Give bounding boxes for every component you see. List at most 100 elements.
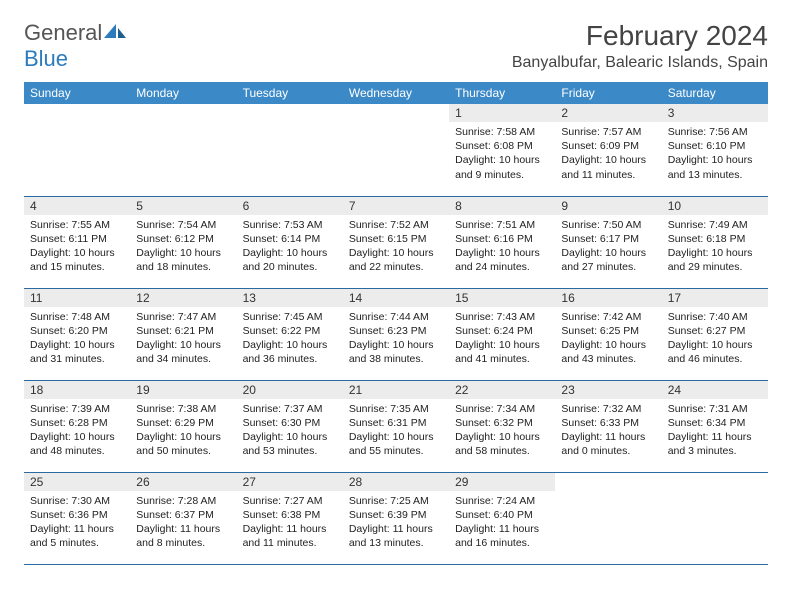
daylight-line: Daylight: 10 hours and 29 minutes. bbox=[668, 246, 762, 274]
calendar-row: 1Sunrise: 7:58 AMSunset: 6:08 PMDaylight… bbox=[24, 104, 768, 196]
day-details: Sunrise: 7:42 AMSunset: 6:25 PMDaylight:… bbox=[555, 307, 661, 371]
day-number: 5 bbox=[130, 197, 236, 215]
daylight-line: Daylight: 10 hours and 22 minutes. bbox=[349, 246, 443, 274]
calendar-row: 25Sunrise: 7:30 AMSunset: 6:36 PMDayligh… bbox=[24, 472, 768, 564]
daylight-line: Daylight: 11 hours and 13 minutes. bbox=[349, 522, 443, 550]
sunset-line: Sunset: 6:31 PM bbox=[349, 416, 443, 430]
header: General Blue February 2024 Banyalbufar, … bbox=[24, 20, 768, 72]
weekday-header: Thursday bbox=[449, 82, 555, 104]
empty-cell bbox=[343, 104, 449, 196]
day-number: 2 bbox=[555, 104, 661, 122]
day-details: Sunrise: 7:57 AMSunset: 6:09 PMDaylight:… bbox=[555, 122, 661, 186]
sunset-line: Sunset: 6:37 PM bbox=[136, 508, 230, 522]
day-number: 1 bbox=[449, 104, 555, 122]
empty-cell bbox=[130, 104, 236, 196]
sunset-line: Sunset: 6:33 PM bbox=[561, 416, 655, 430]
day-cell: 4Sunrise: 7:55 AMSunset: 6:11 PMDaylight… bbox=[24, 196, 130, 288]
sunrise-line: Sunrise: 7:44 AM bbox=[349, 310, 443, 324]
sunrise-line: Sunrise: 7:48 AM bbox=[30, 310, 124, 324]
sunset-line: Sunset: 6:18 PM bbox=[668, 232, 762, 246]
daylight-line: Daylight: 10 hours and 27 minutes. bbox=[561, 246, 655, 274]
sunset-line: Sunset: 6:17 PM bbox=[561, 232, 655, 246]
weekday-header: Wednesday bbox=[343, 82, 449, 104]
daylight-line: Daylight: 11 hours and 5 minutes. bbox=[30, 522, 124, 550]
weekday-header: Monday bbox=[130, 82, 236, 104]
day-details: Sunrise: 7:53 AMSunset: 6:14 PMDaylight:… bbox=[237, 215, 343, 279]
sunrise-line: Sunrise: 7:52 AM bbox=[349, 218, 443, 232]
day-cell: 27Sunrise: 7:27 AMSunset: 6:38 PMDayligh… bbox=[237, 472, 343, 564]
sunrise-line: Sunrise: 7:32 AM bbox=[561, 402, 655, 416]
logo-part2: Blue bbox=[24, 46, 68, 71]
daylight-line: Daylight: 10 hours and 50 minutes. bbox=[136, 430, 230, 458]
sunrise-line: Sunrise: 7:28 AM bbox=[136, 494, 230, 508]
location: Banyalbufar, Balearic Islands, Spain bbox=[512, 54, 768, 72]
day-cell: 28Sunrise: 7:25 AMSunset: 6:39 PMDayligh… bbox=[343, 472, 449, 564]
day-details: Sunrise: 7:27 AMSunset: 6:38 PMDaylight:… bbox=[237, 491, 343, 555]
weekday-header: Sunday bbox=[24, 82, 130, 104]
sunrise-line: Sunrise: 7:34 AM bbox=[455, 402, 549, 416]
daylight-line: Daylight: 10 hours and 36 minutes. bbox=[243, 338, 337, 366]
day-number: 27 bbox=[237, 473, 343, 491]
day-cell: 23 Sunrise: 7:32 AMSunset: 6:33 PMDayligh… bbox=[555, 380, 661, 472]
day-cell: 2Sunrise: 7:57 AMSunset: 6:09 PMDaylight… bbox=[555, 104, 661, 196]
daylight-line: Daylight: 10 hours and 20 minutes. bbox=[243, 246, 337, 274]
sunrise-line: Sunrise: 7:47 AM bbox=[136, 310, 230, 324]
sunset-line: Sunset: 6:29 PM bbox=[136, 416, 230, 430]
day-number: 7 bbox=[343, 197, 449, 215]
sunrise-line: Sunrise: 7:54 AM bbox=[136, 218, 230, 232]
sunrise-line: Sunrise: 7:35 AM bbox=[349, 402, 443, 416]
day-details: Sunrise: 7:44 AMSunset: 6:23 PMDaylight:… bbox=[343, 307, 449, 371]
sunset-line: Sunset: 6:15 PM bbox=[349, 232, 443, 246]
calendar-row: 11Sunrise: 7:48 AMSunset: 6:20 PMDayligh… bbox=[24, 288, 768, 380]
day-number: 4 bbox=[24, 197, 130, 215]
day-number: 25 bbox=[24, 473, 130, 491]
day-cell: 21Sunrise: 7:35 AMSunset: 6:31 PMDayligh… bbox=[343, 380, 449, 472]
day-cell: 18 Sunrise: 7:39 AMSunset: 6:28 PMDayligh… bbox=[24, 380, 130, 472]
daylight-line: Daylight: 10 hours and 13 minutes. bbox=[668, 153, 762, 181]
day-details: Sunrise: 7:55 AMSunset: 6:11 PMDaylight:… bbox=[24, 215, 130, 279]
sunset-line: Sunset: 6:21 PM bbox=[136, 324, 230, 338]
sunset-line: Sunset: 6:28 PM bbox=[30, 416, 124, 430]
sunrise-line: Sunrise: 7:39 AM bbox=[30, 402, 124, 416]
sunset-line: Sunset: 6:36 PM bbox=[30, 508, 124, 522]
sunset-line: Sunset: 6:20 PM bbox=[30, 324, 124, 338]
sunrise-line: Sunrise: 7:56 AM bbox=[668, 125, 762, 139]
calendar-row: 18Sunrise: 7:39 AMSunset: 6:28 PMDayligh… bbox=[24, 380, 768, 472]
day-number: 13 bbox=[237, 289, 343, 307]
daylight-line: Daylight: 11 hours and 8 minutes. bbox=[136, 522, 230, 550]
day-number: 6 bbox=[237, 197, 343, 215]
day-number: 18 bbox=[24, 381, 130, 399]
day-number: 23 bbox=[555, 381, 661, 399]
day-cell: 17Sunrise: 7:40 AMSunset: 6:27 PMDayligh… bbox=[662, 288, 768, 380]
day-number: 12 bbox=[130, 289, 236, 307]
daylight-line: Daylight: 10 hours and 18 minutes. bbox=[136, 246, 230, 274]
day-details: Sunrise: 7:31 AMSunset: 6:34 PMDaylight:… bbox=[662, 399, 768, 463]
sunset-line: Sunset: 6:30 PM bbox=[243, 416, 337, 430]
day-cell: 25Sunrise: 7:30 AMSunset: 6:36 PMDayligh… bbox=[24, 472, 130, 564]
day-number: 9 bbox=[555, 197, 661, 215]
weekday-header: Friday bbox=[555, 82, 661, 104]
daylight-line: Daylight: 10 hours and 38 minutes. bbox=[349, 338, 443, 366]
sunset-line: Sunset: 6:08 PM bbox=[455, 139, 549, 153]
sunrise-line: Sunrise: 7:50 AM bbox=[561, 218, 655, 232]
day-number: 28 bbox=[343, 473, 449, 491]
daylight-line: Daylight: 10 hours and 46 minutes. bbox=[668, 338, 762, 366]
sunrise-line: Sunrise: 7:55 AM bbox=[30, 218, 124, 232]
day-cell: 19Sunrise: 7:38 AMSunset: 6:29 PMDayligh… bbox=[130, 380, 236, 472]
day-cell: 11Sunrise: 7:48 AMSunset: 6:20 PMDayligh… bbox=[24, 288, 130, 380]
daylight-line: Daylight: 10 hours and 48 minutes. bbox=[30, 430, 124, 458]
day-cell: 3Sunrise: 7:56 AMSunset: 6:10 PMDaylight… bbox=[662, 104, 768, 196]
day-cell: 13Sunrise: 7:45 AMSunset: 6:22 PMDayligh… bbox=[237, 288, 343, 380]
day-number: 16 bbox=[555, 289, 661, 307]
day-details: Sunrise: 7:34 AMSunset: 6:32 PMDaylight:… bbox=[449, 399, 555, 463]
sail-icon bbox=[102, 22, 128, 40]
day-cell: 10Sunrise: 7:49 AMSunset: 6:18 PMDayligh… bbox=[662, 196, 768, 288]
day-number: 24 bbox=[662, 381, 768, 399]
sunrise-line: Sunrise: 7:37 AM bbox=[243, 402, 337, 416]
daylight-line: Daylight: 11 hours and 11 minutes. bbox=[243, 522, 337, 550]
logo-part1: General bbox=[24, 20, 102, 45]
calendar-row: 4Sunrise: 7:55 AMSunset: 6:11 PMDaylight… bbox=[24, 196, 768, 288]
sunset-line: Sunset: 6:09 PM bbox=[561, 139, 655, 153]
daylight-line: Daylight: 11 hours and 0 minutes. bbox=[561, 430, 655, 458]
daylight-line: Daylight: 11 hours and 3 minutes. bbox=[668, 430, 762, 458]
